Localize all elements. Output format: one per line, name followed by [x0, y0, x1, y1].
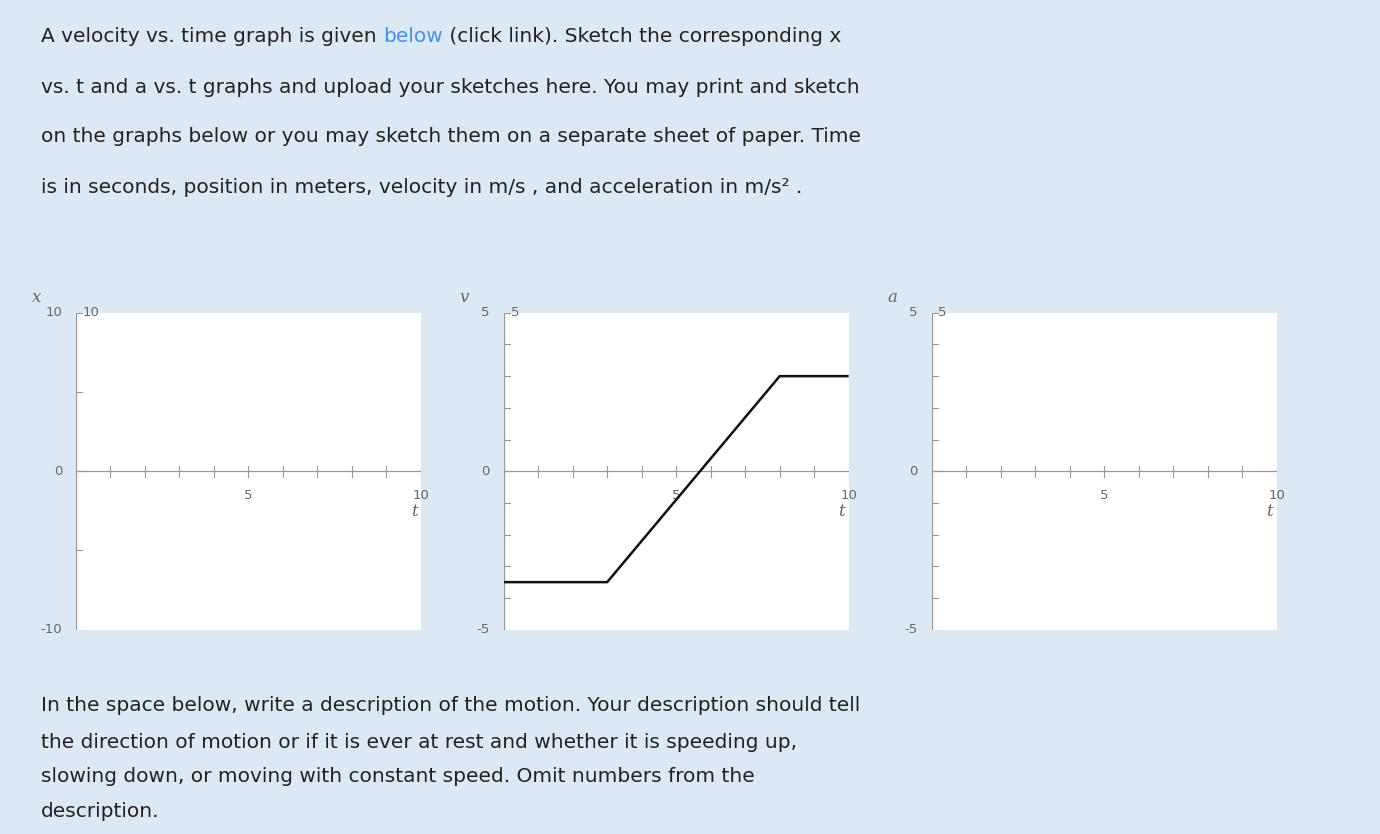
Text: (click link). Sketch the corresponding x: (click link). Sketch the corresponding x — [443, 28, 840, 46]
Text: a: a — [887, 289, 897, 306]
Text: 10: 10 — [413, 489, 429, 501]
Text: on the graphs below or you may sketch them on a separate sheet of paper. Time: on the graphs below or you may sketch th… — [41, 128, 861, 147]
Text: 5: 5 — [244, 489, 253, 501]
Text: A velocity vs. time graph is given: A velocity vs. time graph is given — [41, 28, 382, 46]
Text: slowing down, or moving with constant speed. Omit numbers from the: slowing down, or moving with constant sp… — [41, 766, 755, 786]
Text: v: v — [460, 289, 469, 306]
Text: 10: 10 — [1268, 489, 1285, 501]
Text: 5: 5 — [938, 306, 947, 319]
Text: In the space below, write a description of the motion. Your description should t: In the space below, write a description … — [41, 696, 860, 716]
Text: x: x — [32, 289, 41, 306]
Text: t: t — [1267, 503, 1272, 520]
Text: -10: -10 — [40, 623, 62, 636]
Text: 10: 10 — [46, 306, 62, 319]
Text: 0: 0 — [482, 465, 490, 478]
Text: 10: 10 — [83, 306, 99, 319]
Text: 0: 0 — [54, 465, 62, 478]
Text: the direction of motion or if it is ever at rest and whether it is speeding up,: the direction of motion or if it is ever… — [41, 733, 796, 752]
Text: -5: -5 — [904, 623, 918, 636]
Text: 5: 5 — [1100, 489, 1108, 501]
Text: 10: 10 — [840, 489, 857, 501]
Text: 5: 5 — [909, 306, 918, 319]
Text: 0: 0 — [909, 465, 918, 478]
Text: description.: description. — [41, 801, 159, 821]
Text: vs. t and a vs. t graphs and upload your sketches here. You may print and sketch: vs. t and a vs. t graphs and upload your… — [41, 78, 860, 98]
Text: t: t — [411, 503, 417, 520]
Text: 5: 5 — [672, 489, 680, 501]
Text: below: below — [382, 28, 443, 46]
Text: t: t — [839, 503, 845, 520]
Text: is in seconds, position in meters, velocity in m/s , and acceleration in m/s² .: is in seconds, position in meters, veloc… — [41, 178, 802, 198]
Text: 5: 5 — [482, 306, 490, 319]
Text: -5: -5 — [476, 623, 490, 636]
Text: 5: 5 — [511, 306, 519, 319]
